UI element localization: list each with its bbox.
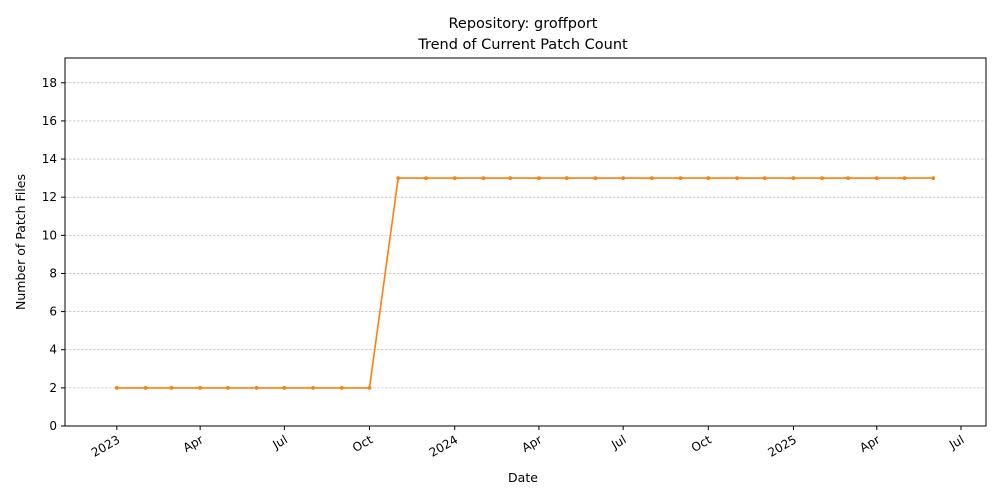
x-tick-label: Oct (689, 432, 714, 455)
data-point (678, 176, 683, 181)
data-point (621, 176, 626, 181)
data-point (706, 176, 711, 181)
data-point (931, 176, 936, 181)
y-tick-label: 12 (42, 190, 57, 204)
data-point (564, 176, 569, 181)
data-point (114, 385, 119, 390)
x-tick-label: Jul (946, 432, 966, 452)
data-point (846, 176, 850, 181)
series-line (116, 177, 934, 389)
data-point (282, 385, 287, 390)
y-tick-label: 16 (42, 114, 57, 128)
x-tick-label: Apr (519, 432, 544, 455)
chart-title-line1: Repository: groffport (449, 16, 598, 32)
data-point (226, 385, 230, 390)
plot-frame (64, 57, 987, 427)
y-axis-title: Number of Patch Files (13, 174, 28, 310)
data-point (762, 176, 767, 181)
x-tick-label: Oct (350, 432, 375, 455)
y-tick-label: 0 (49, 419, 57, 433)
data-point (254, 385, 259, 390)
data-point (649, 176, 654, 181)
data-point (424, 176, 428, 181)
y-tick-label: 18 (42, 76, 57, 90)
data-point (452, 176, 457, 181)
series-patch-count (114, 176, 936, 390)
data-point (311, 385, 315, 390)
data-point (537, 176, 541, 181)
y-tick-label: 6 (49, 305, 57, 319)
data-point (481, 176, 486, 181)
x-axis-title: Date (508, 470, 538, 485)
y-tick-label: 14 (42, 152, 57, 166)
x-tick-label: 2025 (766, 432, 799, 459)
y-tick-label: 2 (49, 381, 57, 395)
data-point (396, 176, 401, 181)
data-point (820, 176, 825, 181)
data-point (339, 385, 344, 390)
y-tick-label: 10 (42, 228, 57, 242)
x-tick-label: Jul (269, 432, 289, 452)
x-tick-label: 2024 (427, 432, 460, 459)
x-tick-label: Apr (857, 432, 882, 455)
x-tick-label: Apr (181, 432, 206, 455)
data-point (508, 176, 513, 181)
x-tick-label: Jul (608, 432, 628, 452)
y-tick-label: 4 (49, 343, 57, 357)
data-point (791, 176, 796, 181)
chart-title-line2: Trend of Current Patch Count (417, 37, 628, 53)
data-point (593, 176, 598, 181)
data-point (143, 385, 148, 390)
x-axis: 2023 Apr Jul Oct 2024 Apr Jul Oct 2025 Apr Jul (89, 426, 967, 460)
y-tick-label: 8 (49, 266, 57, 280)
data-point (735, 176, 739, 181)
data-point (874, 176, 879, 181)
data-point (902, 176, 907, 181)
grid (65, 82, 986, 389)
data-point (198, 385, 203, 390)
data-point (367, 385, 372, 390)
data-point (169, 385, 174, 390)
y-axis: 0 2 4 6 8 10 12 14 16 18 (42, 76, 65, 433)
x-tick-label: 2023 (89, 432, 122, 459)
